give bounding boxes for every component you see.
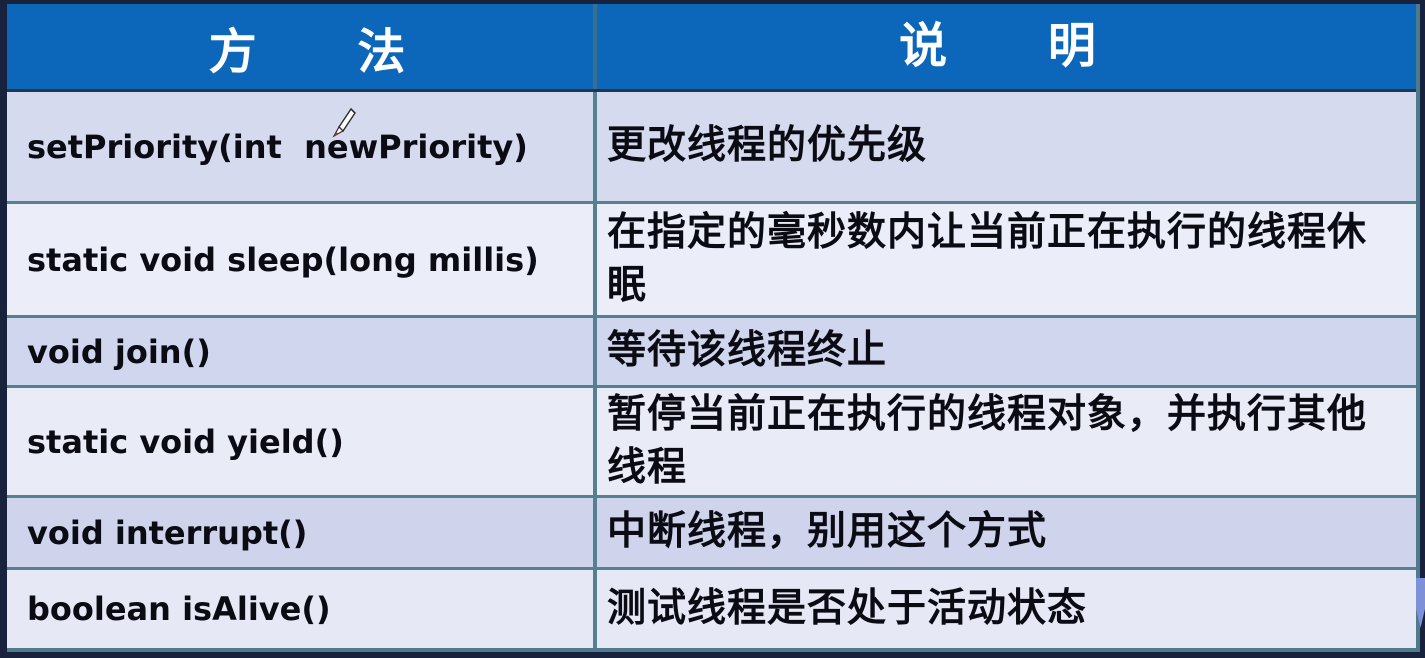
description-cell: 等待该线程终止 xyxy=(593,318,1416,385)
method-text: static void sleep(long millis) xyxy=(27,240,539,279)
table-row: boolean isAlive() 测试线程是否处于活动状态 xyxy=(7,567,1416,648)
method-text: void interrupt() xyxy=(27,513,308,552)
description-cell: 中断线程，别用这个方式 xyxy=(593,498,1416,567)
description-text: 暂停当前正在执行的线程对象，并执行其他线程 xyxy=(607,391,1368,490)
table-row: setPriority(int newPriority) 更改线程的优先级 xyxy=(7,89,1416,201)
method-cell: boolean isAlive() xyxy=(7,570,593,648)
description-text: 等待该线程终止 xyxy=(607,328,888,374)
table-row: static void sleep(long millis) 在指定的毫秒数内让… xyxy=(7,201,1416,315)
column-header-description-label: 说明 xyxy=(899,18,1197,75)
method-cell: static void sleep(long millis) xyxy=(7,204,593,315)
method-text: boolean isAlive() xyxy=(27,590,331,628)
method-text: setPriority(int newPriority) xyxy=(27,127,528,166)
description-cell: 测试线程是否处于活动状态 xyxy=(593,570,1416,648)
description-text: 测试线程是否处于活动状态 xyxy=(607,585,1088,631)
edge-artifact xyxy=(1416,578,1425,628)
table-row: static void yield() 暂停当前正在执行的线程对象，并执行其他线… xyxy=(7,385,1416,495)
column-header-description: 说明 xyxy=(593,4,1416,89)
method-cell: static void yield() xyxy=(7,388,593,495)
method-cell: setPriority(int newPriority) xyxy=(7,92,593,201)
description-text: 更改线程的优先级 xyxy=(607,123,928,169)
column-header-method-label: 方法 xyxy=(208,23,507,80)
description-cell: 暂停当前正在执行的线程对象，并执行其他线程 xyxy=(593,388,1416,495)
description-cell: 更改线程的优先级 xyxy=(593,92,1416,201)
method-cell: void join() xyxy=(7,318,593,385)
table-row: void join() 等待该线程终止 xyxy=(7,315,1416,385)
method-text: static void yield() xyxy=(27,422,344,461)
description-cell: 在指定的毫秒数内让当前正在执行的线程休眠 xyxy=(593,204,1416,315)
table-header-row: 方法 说明 xyxy=(7,4,1416,89)
description-text: 在指定的毫秒数内让当前正在执行的线程休眠 xyxy=(607,209,1368,308)
table-row: void interrupt() 中断线程，别用这个方式 xyxy=(7,495,1416,567)
method-text: void join() xyxy=(27,332,211,371)
description-text: 中断线程，别用这个方式 xyxy=(607,509,1048,555)
methods-table: 方法 说明 setPriority(int newPriority) 更改线程的… xyxy=(7,4,1420,652)
column-header-method: 方法 xyxy=(7,4,593,89)
method-cell: void interrupt() xyxy=(7,498,593,567)
